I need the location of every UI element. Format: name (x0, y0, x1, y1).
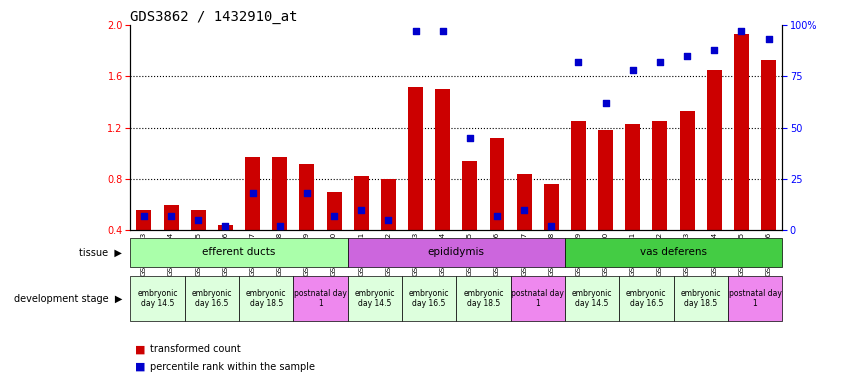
Bar (565, 238, 782, 267)
Point (137, 213, 151, 219)
Point (273, 223, 287, 229)
Bar (347, 238, 565, 267)
Text: epididymis: epididymis (428, 247, 484, 258)
Point (707, 46, 721, 53)
Text: percentile rank within the sample: percentile rank within the sample (150, 362, 315, 372)
Point (626, 67, 639, 73)
Point (680, 53, 694, 59)
Text: embryonic
day 16.5: embryonic day 16.5 (192, 289, 232, 308)
Point (164, 213, 177, 219)
Text: tissue  ▶: tissue ▶ (79, 247, 122, 258)
Bar (239, 276, 294, 321)
Point (599, 100, 612, 106)
Text: postnatal day
1: postnatal day 1 (511, 289, 564, 308)
Bar (245, 157, 260, 282)
Bar (510, 276, 565, 321)
Text: embryonic
day 18.5: embryonic day 18.5 (463, 289, 504, 308)
Bar (326, 192, 341, 282)
Bar (761, 60, 776, 282)
Text: postnatal day
1: postnatal day 1 (294, 289, 346, 308)
Bar (299, 164, 315, 282)
Bar (164, 205, 178, 282)
Bar (185, 276, 239, 321)
Bar (347, 276, 402, 321)
Point (219, 223, 232, 229)
Bar (381, 179, 396, 282)
Text: development stage  ▶: development stage ▶ (13, 293, 122, 304)
Bar (402, 276, 456, 321)
Bar (408, 87, 423, 282)
Point (463, 135, 477, 141)
Text: embryonic
day 14.5: embryonic day 14.5 (355, 289, 395, 308)
Bar (734, 34, 748, 282)
Bar (456, 276, 510, 321)
Point (436, 28, 449, 34)
Bar (680, 111, 695, 282)
Point (382, 217, 395, 223)
Bar (130, 238, 347, 267)
Bar (565, 276, 619, 321)
Bar (136, 210, 151, 282)
Point (327, 213, 341, 219)
Text: embryonic
day 18.5: embryonic day 18.5 (246, 289, 287, 308)
Point (762, 36, 775, 42)
Text: vas deferens: vas deferens (640, 247, 707, 258)
Bar (653, 121, 668, 282)
Bar (354, 177, 368, 282)
Point (545, 223, 558, 229)
Text: embryonic
day 14.5: embryonic day 14.5 (137, 289, 177, 308)
Point (192, 217, 205, 223)
Text: embryonic
day 18.5: embryonic day 18.5 (680, 289, 721, 308)
Bar (706, 70, 722, 282)
Bar (571, 121, 586, 282)
Bar (674, 276, 727, 321)
Text: postnatal day
1: postnatal day 1 (728, 289, 781, 308)
Point (409, 28, 422, 34)
Point (653, 59, 667, 65)
Point (354, 207, 368, 213)
Bar (191, 210, 206, 282)
Text: embryonic
day 16.5: embryonic day 16.5 (626, 289, 667, 308)
Point (490, 213, 504, 219)
Point (517, 207, 531, 213)
Bar (598, 130, 613, 282)
Bar (463, 161, 478, 282)
Point (572, 59, 585, 65)
Text: GDS3862 / 1432910_at: GDS3862 / 1432910_at (130, 10, 298, 24)
Bar (294, 276, 347, 321)
Bar (544, 184, 558, 282)
Text: transformed count: transformed count (150, 344, 241, 354)
Bar (435, 89, 450, 282)
Bar (489, 138, 505, 282)
Bar (727, 276, 782, 321)
Text: embryonic
day 14.5: embryonic day 14.5 (572, 289, 612, 308)
Bar (619, 276, 674, 321)
Text: embryonic
day 16.5: embryonic day 16.5 (409, 289, 449, 308)
Text: ■: ■ (135, 362, 145, 372)
Point (246, 190, 259, 197)
Bar (130, 276, 185, 321)
Point (300, 190, 314, 197)
Text: ■: ■ (135, 344, 145, 354)
Point (735, 28, 748, 34)
Bar (218, 225, 233, 282)
Bar (516, 174, 532, 282)
Bar (272, 157, 287, 282)
Text: efferent ducts: efferent ducts (203, 247, 276, 258)
Bar (626, 124, 640, 282)
